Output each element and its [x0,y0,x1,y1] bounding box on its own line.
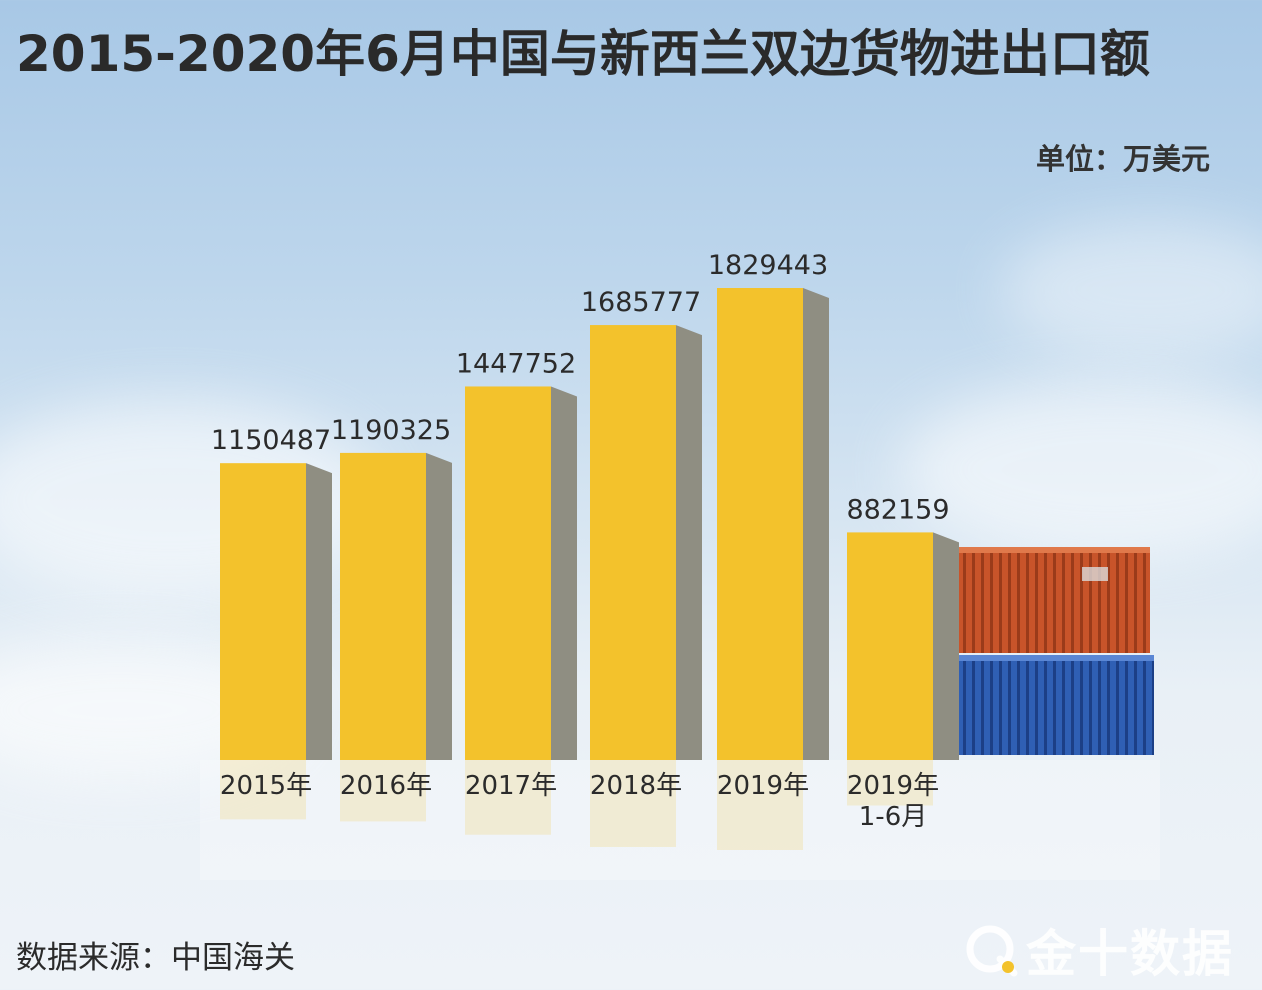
bar-reflection [590,760,676,847]
data-label: 1150487 [211,425,331,456]
bar-side [676,325,702,760]
logo-text: 金十数据 [1026,925,1234,983]
bar [340,452,426,760]
data-label: 882159 [846,494,949,525]
data-source-label: 数据来源：中国海关 [16,940,295,976]
bar [717,288,803,760]
x-tick-label: 2019年 [717,771,809,801]
bar [590,325,676,760]
floor-reflection [200,760,1160,880]
brand-logo: 金十数据 [964,914,1234,986]
x-tick-label: 2017年 [465,771,557,801]
data-label: 1685777 [581,287,701,318]
chart-title: 2015-2020年6月中国与新西兰双边货物进出口额 [16,25,1150,83]
bar-side [551,386,577,760]
shipping-containers-image [938,547,1154,755]
data-label: 1829443 [708,250,828,281]
bar-side [803,288,829,760]
data-label: 1447752 [456,348,576,379]
bar [220,463,306,760]
bar-side [426,452,452,760]
bar [847,532,933,760]
bar-reflection [717,760,803,850]
x-tick-label: 2018年 [590,771,682,801]
data-label: 1190325 [331,415,451,446]
bar-side [933,532,959,760]
x-tick-label: 1-6月 [859,802,927,832]
x-tick-label: 2016年 [340,771,432,801]
bar-reflection [340,760,426,822]
bar-reflection [465,760,551,835]
x-tick-label: 2019年 [847,771,939,801]
unit-label: 单位：万美元 [1035,142,1210,176]
jin10-logo-icon [966,925,1018,977]
bar-reflection [220,760,306,820]
background-cloud [1000,220,1262,360]
x-tick-label: 2015年 [220,771,312,801]
bar [465,386,551,760]
bar-reflection [847,760,933,806]
background-cloud [900,380,1262,560]
bar-side [306,463,332,760]
